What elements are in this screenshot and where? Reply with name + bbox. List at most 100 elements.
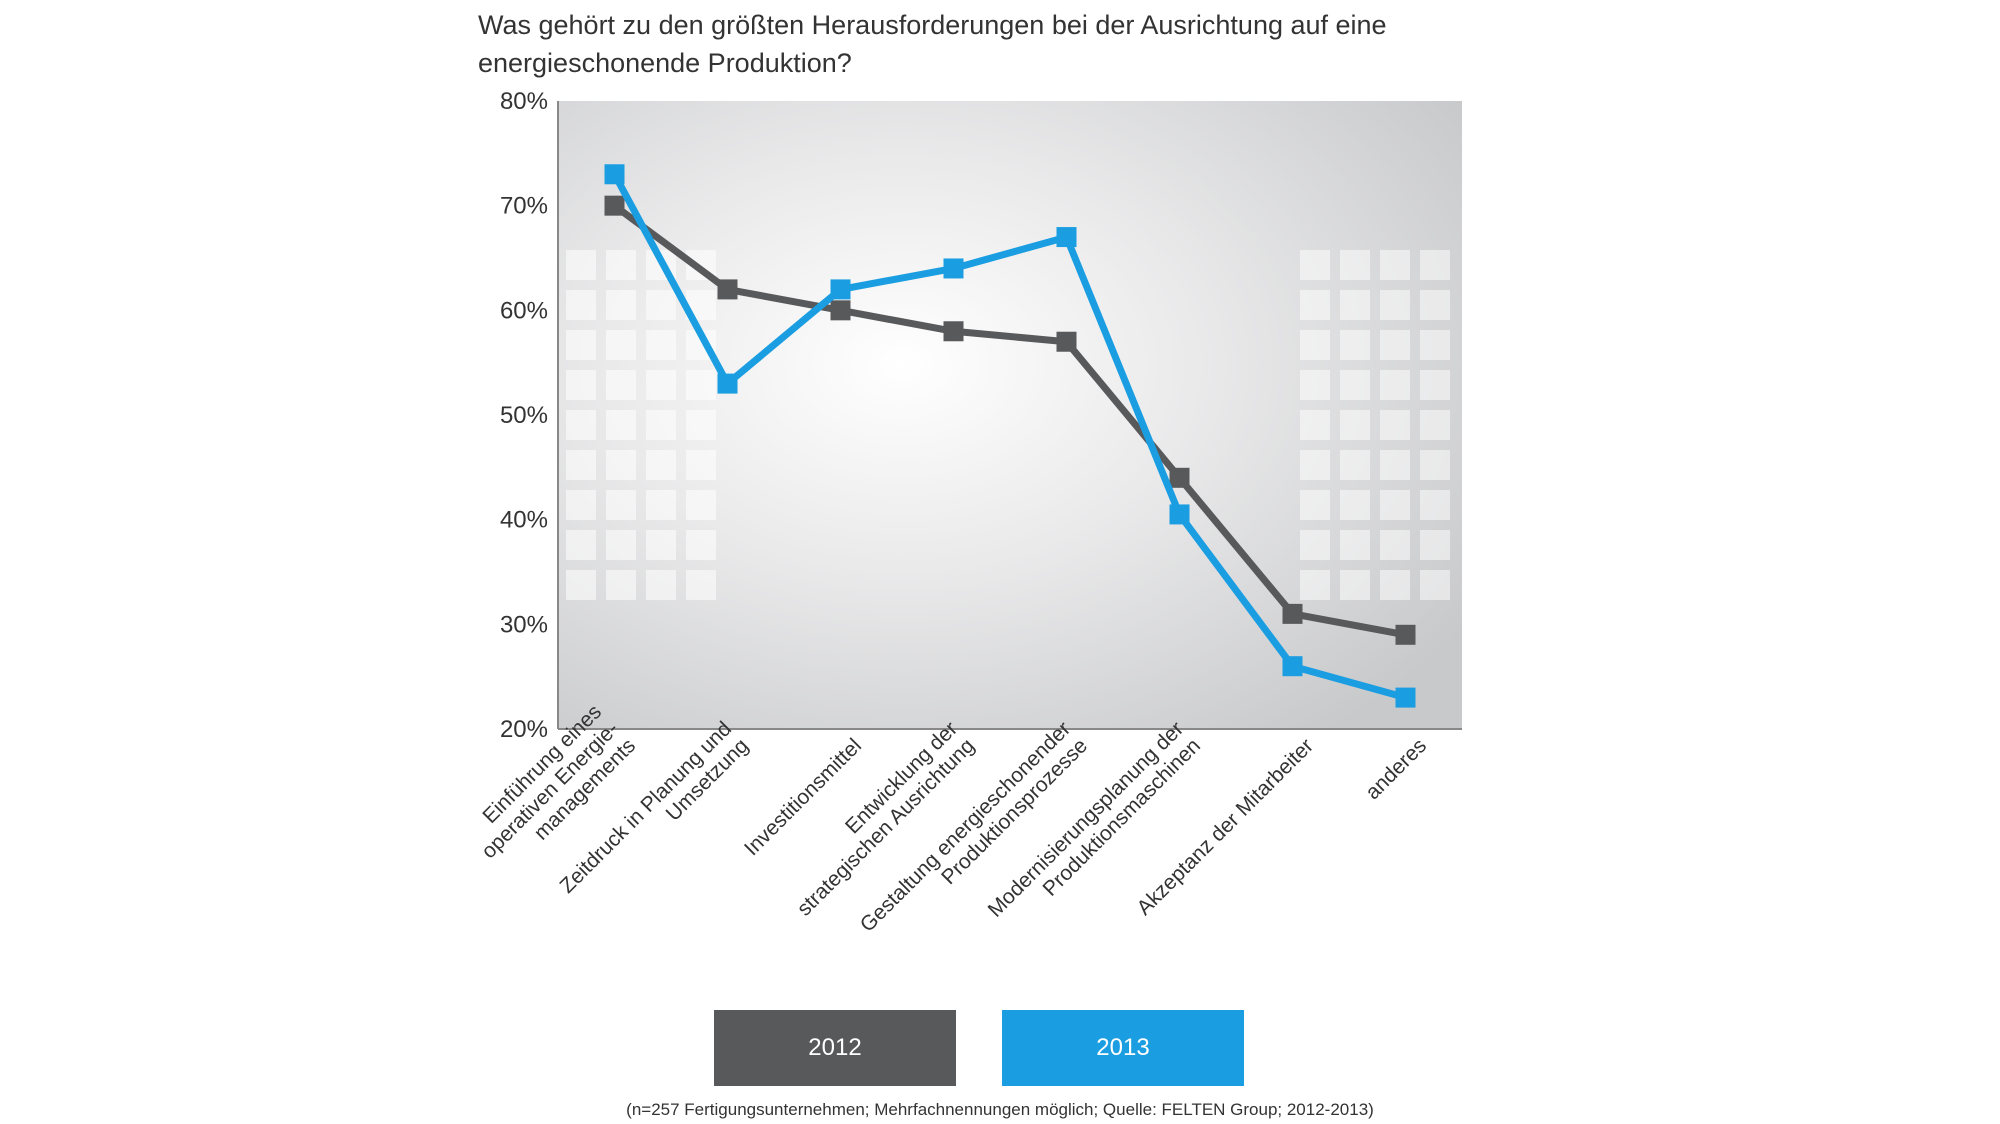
decor-tile [566, 410, 596, 440]
decor-tile [1340, 250, 1370, 280]
decor-tile [1300, 250, 1330, 280]
series-2013-point [1169, 504, 1190, 525]
series-2013-point [1282, 656, 1303, 677]
decor-tile [566, 490, 596, 520]
chart-title: Was gehört zu den größten Herausforderun… [478, 10, 1387, 78]
y-tick-label: 20% [500, 716, 548, 743]
series-2012-point [943, 321, 964, 342]
y-axis-ticks: 20% 30% 40% 50% 60% 70% 80% [500, 88, 548, 743]
decor-tile [1340, 450, 1370, 480]
decor-tile [686, 410, 716, 440]
y-tick-label: 50% [500, 402, 548, 429]
x-tick-label: Modernisierungsplanung derProduktionsmas… [984, 717, 1205, 938]
series-2013-point [717, 373, 738, 394]
decor-tile [606, 330, 636, 360]
decor-tile [686, 490, 716, 520]
decor-tile [1420, 410, 1450, 440]
y-tick-label: 60% [500, 297, 548, 324]
decor-tile [1340, 410, 1370, 440]
decor-tile [686, 530, 716, 560]
series-2013-point [943, 258, 964, 279]
decor-tile [1420, 450, 1450, 480]
decor-tile [1300, 530, 1330, 560]
background-decoration [566, 250, 1450, 600]
decor-tile [1300, 370, 1330, 400]
decor-tile [646, 410, 676, 440]
series-2012-line [612, 202, 1407, 639]
decor-tile [566, 450, 596, 480]
decor-tile [1380, 570, 1410, 600]
series-2013-point [604, 164, 625, 185]
x-tick-label: Investitionsmittel [740, 734, 866, 860]
decor-tile [1300, 290, 1330, 320]
decor-tile [1300, 410, 1330, 440]
decor-tile [1300, 570, 1330, 600]
decor-tile [1380, 410, 1410, 440]
decor-tile [1340, 330, 1370, 360]
series-2012-point [1056, 331, 1077, 352]
decor-tile [606, 530, 636, 560]
y-tick-label: 30% [500, 611, 548, 638]
series-layer [604, 164, 1416, 708]
x-tick-label: Entwicklung derstrategischen Ausrichtung [776, 717, 979, 920]
series-2012 [604, 195, 1416, 645]
decor-tile [1420, 490, 1450, 520]
decor-tile [566, 370, 596, 400]
series-2012-point [1282, 603, 1303, 624]
decor-tile [1340, 370, 1370, 400]
series-2013-line [611, 172, 1407, 701]
decor-tile [1340, 290, 1370, 320]
decor-tile [646, 570, 676, 600]
y-tick-label: 70% [500, 193, 548, 220]
decor-tile [1380, 290, 1410, 320]
decor-tile [1420, 570, 1450, 600]
decor-tile [606, 250, 636, 280]
series-2012-point [1395, 624, 1416, 645]
decor-tile [1380, 330, 1410, 360]
decor-tile [566, 570, 596, 600]
series-2013-point [1395, 687, 1416, 708]
decor-tile [1420, 250, 1450, 280]
y-tick-label: 80% [500, 88, 548, 115]
decor-tile [1380, 530, 1410, 560]
decor-tile [1380, 450, 1410, 480]
series-2013-point [830, 279, 851, 300]
x-tick-label: anderes [1361, 734, 1431, 804]
x-axis-ticks: Einführung einesoperativen Energie-manag… [477, 700, 1431, 938]
decor-tile [606, 570, 636, 600]
decor-tile [686, 570, 716, 600]
decor-tile [606, 490, 636, 520]
decor-tile [1380, 490, 1410, 520]
decor-tile [1420, 330, 1450, 360]
decor-tile [566, 530, 596, 560]
decor-tile [1420, 290, 1450, 320]
decor-tile [1420, 530, 1450, 560]
decor-tile [646, 370, 676, 400]
decor-tile [606, 290, 636, 320]
series-2012-point [1169, 467, 1190, 488]
decor-tile [1300, 330, 1330, 360]
series-2012-point [604, 195, 625, 216]
decor-tile [1420, 370, 1450, 400]
decor-tile [1380, 370, 1410, 400]
series-2012-point [717, 279, 738, 300]
decor-tile [566, 330, 596, 360]
series-2012-point [830, 300, 851, 321]
decor-tile [646, 490, 676, 520]
decor-tile [1340, 570, 1370, 600]
decor-tile [646, 290, 676, 320]
series-2013 [604, 164, 1416, 708]
source-note: (n=257 Fertigungsunternehmen; Mehrfachne… [626, 1100, 1374, 1119]
decor-tile [606, 410, 636, 440]
decor-tile [646, 330, 676, 360]
decor-tile [1340, 530, 1370, 560]
decor-tile [606, 370, 636, 400]
decor-tile [566, 290, 596, 320]
decor-tile [1300, 490, 1330, 520]
decor-tile [686, 450, 716, 480]
decor-tile [566, 250, 596, 280]
decor-tile [646, 530, 676, 560]
decor-tile [646, 450, 676, 480]
decor-tile [1340, 490, 1370, 520]
